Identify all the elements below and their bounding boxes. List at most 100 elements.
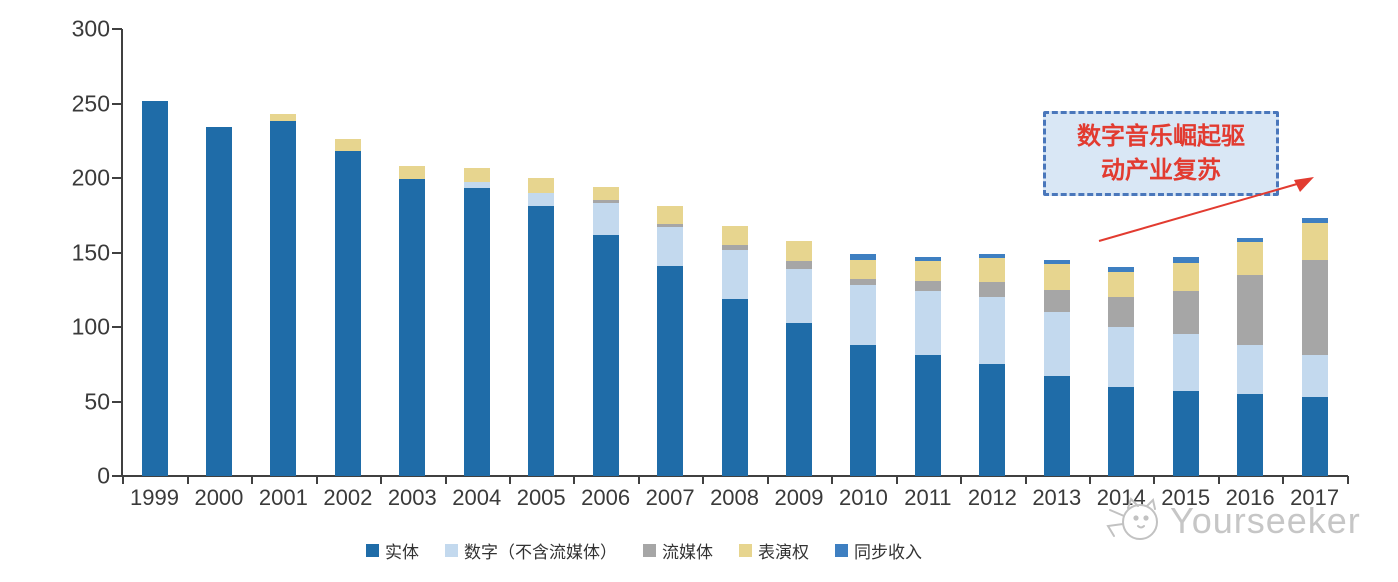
x-axis-label-2009: 2009	[774, 485, 824, 510]
y-axis-tick	[112, 102, 122, 105]
x-axis-tick	[251, 476, 254, 484]
bar-segment-digital-excl-streaming-2008	[721, 249, 748, 299]
bar-segment-digital-excl-streaming-2013	[1043, 312, 1070, 377]
y-axis-tick-label: 300	[71, 15, 110, 42]
bar-segment-performance-rights-2016	[1237, 242, 1264, 275]
bar-segment-physical-2012	[979, 364, 1006, 476]
x-axis-label-2013: 2013	[1032, 485, 1082, 510]
bar-segment-physical-2008	[721, 298, 748, 476]
bar-segment-sync-revenue-2014	[1108, 267, 1135, 272]
bar-segment-physical-2007	[657, 265, 684, 476]
watermark: Yourseeker	[1100, 494, 1361, 546]
x-axis-label-2001: 2001	[258, 485, 308, 510]
x-axis-tick	[1153, 476, 1156, 484]
annotation-text-line2: 动产业复苏	[1101, 156, 1221, 184]
bar-segment-streaming-2016	[1237, 274, 1264, 345]
bar-segment-physical-2001	[270, 121, 297, 476]
x-axis-tick	[573, 476, 576, 484]
bar-segment-performance-rights-2012	[979, 258, 1006, 283]
bar-segment-performance-rights-2010	[850, 259, 877, 280]
legend-item-physical: 实体	[366, 538, 419, 563]
bar-segment-performance-rights-2003	[399, 166, 426, 180]
legend-label-performance-rights: 表演权	[758, 543, 809, 562]
bar-segment-sync-revenue-2016	[1237, 237, 1264, 243]
legend-label-sync-revenue: 同步收入	[854, 543, 922, 562]
legend-swatch-performance-rights	[739, 544, 752, 557]
x-axis-label-2012: 2012	[967, 485, 1017, 510]
x-axis-tick	[1346, 476, 1349, 484]
watermark-text: Yourseeker	[1170, 500, 1361, 541]
bar-segment-sync-revenue-2017	[1301, 218, 1328, 223]
y-axis-tick-label: 50	[84, 388, 110, 414]
x-axis-tick	[122, 476, 125, 484]
bar-segment-performance-rights-2014	[1108, 271, 1135, 298]
bar-segment-physical-1999	[141, 100, 168, 476]
x-axis-tick	[380, 476, 383, 484]
bar-segment-performance-rights-2002	[334, 139, 361, 152]
legend-item-performance-rights: 表演权	[739, 538, 809, 563]
bar-segment-sync-revenue-2010	[850, 253, 877, 260]
bar-segment-physical-2000	[205, 127, 232, 476]
bar-segment-sync-revenue-2011	[914, 256, 941, 262]
bar-segment-physical-2014	[1108, 386, 1135, 476]
legend: 实体 数字（不含流媒体） 流媒体 表演权 同步收入	[366, 538, 922, 563]
y-axis-tick-label: 200	[71, 164, 110, 191]
bar-segment-streaming-2015	[1172, 291, 1199, 335]
bar-segment-streaming-2006	[592, 200, 619, 204]
x-axis-label-2011: 2011	[904, 485, 952, 510]
bar-segment-digital-excl-streaming-2004	[463, 182, 490, 189]
bar-segment-sync-revenue-2012	[979, 253, 1006, 259]
bar-segment-performance-rights-2004	[463, 167, 490, 183]
x-axis-tick	[895, 476, 898, 484]
x-axis-tick	[766, 476, 769, 484]
bar-segment-physical-2011	[914, 355, 941, 476]
bar-segment-digital-excl-streaming-2010	[850, 285, 877, 345]
x-axis-tick	[1282, 476, 1285, 484]
legend-swatch-digital-excl-streaming	[445, 544, 458, 557]
bar-segment-performance-rights-2005	[528, 178, 555, 193]
x-axis-label-2000: 2000	[194, 485, 244, 510]
legend-item-streaming: 流媒体	[643, 538, 713, 563]
x-axis-label-2002: 2002	[323, 485, 373, 510]
x-axis-label-2007: 2007	[645, 485, 695, 510]
x-axis-label-2005: 2005	[516, 485, 566, 510]
x-axis-label-2017: 2017	[1290, 485, 1340, 510]
bar-segment-streaming-2009	[786, 261, 812, 269]
bar-segment-digital-excl-streaming-2011	[914, 291, 941, 356]
bar-segment-performance-rights-2007	[657, 206, 684, 225]
legend-item-digital-excl-streaming: 数字（不含流媒体）	[445, 538, 617, 563]
legend-swatch-streaming	[643, 544, 656, 557]
y-axis-tick	[112, 251, 122, 254]
legend-swatch-sync-revenue	[835, 544, 848, 557]
bar-segment-sync-revenue-2013	[1043, 259, 1070, 265]
bar-segment-streaming-2017	[1301, 259, 1328, 356]
bar-segment-performance-rights-2009	[786, 240, 812, 262]
x-axis-tick	[508, 476, 511, 484]
bar-segment-streaming-2014	[1108, 297, 1135, 327]
x-axis-label-2003: 2003	[387, 485, 437, 510]
x-axis-tick	[1217, 476, 1220, 484]
x-axis-label-2004: 2004	[452, 485, 502, 510]
bar-segment-performance-rights-2017	[1301, 222, 1328, 260]
bar-segment-performance-rights-2011	[914, 261, 941, 281]
bar-segment-performance-rights-2015	[1172, 262, 1199, 292]
x-axis-tick	[444, 476, 447, 484]
y-axis-tick-label: 250	[71, 90, 110, 116]
y-axis-line	[121, 29, 123, 477]
bar-segment-sync-revenue-2015	[1172, 256, 1199, 263]
legend-label-streaming: 流媒体	[662, 543, 713, 562]
bar-segment-digital-excl-streaming-2015	[1172, 334, 1199, 392]
bar-segment-physical-2013	[1043, 376, 1070, 476]
bar-segment-physical-2009	[786, 322, 812, 476]
legend-label-physical: 实体	[385, 543, 419, 562]
x-axis-label-2006: 2006	[581, 485, 631, 510]
bar-segment-physical-2015	[1172, 391, 1199, 476]
bar-segment-streaming-2010	[850, 279, 877, 286]
x-axis-tick	[315, 476, 318, 484]
x-axis-tick	[702, 476, 705, 484]
yourseeker-logo-icon	[1106, 497, 1158, 540]
bar-segment-performance-rights-2008	[721, 225, 748, 246]
bar-segment-streaming-2008	[721, 245, 748, 250]
legend-swatch-physical	[366, 544, 379, 557]
x-axis-tick	[186, 476, 189, 484]
